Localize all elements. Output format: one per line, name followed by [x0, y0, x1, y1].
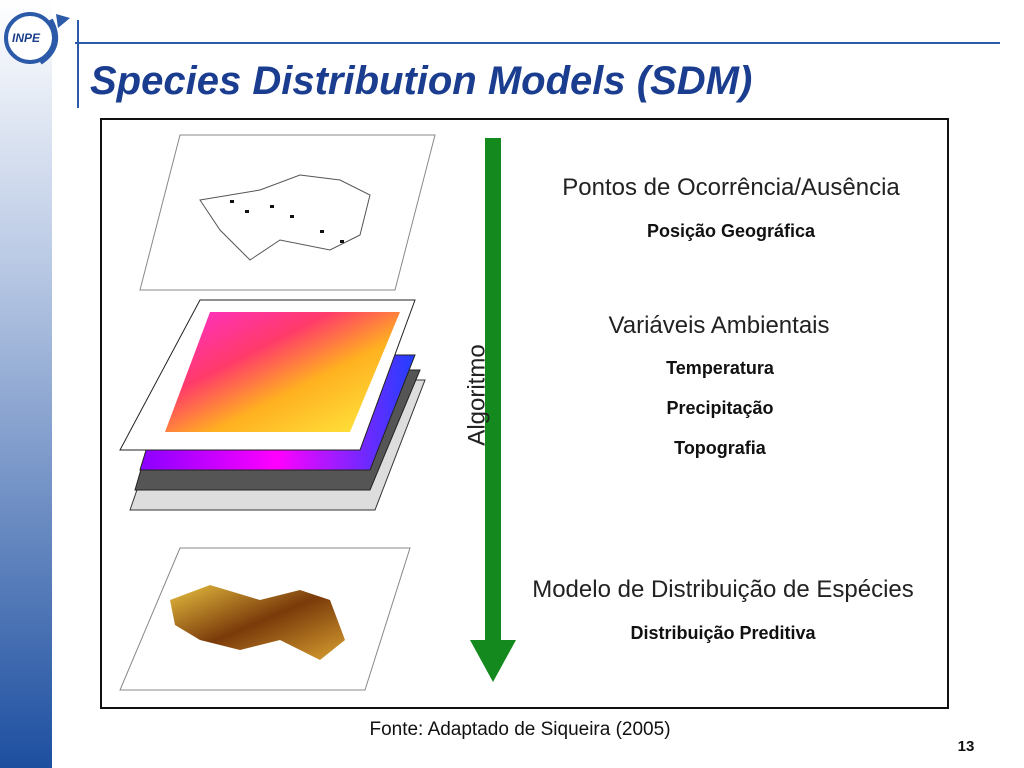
map-points [139, 134, 436, 291]
side-bar [0, 0, 52, 768]
map-prediction [119, 547, 411, 691]
section-item: Posição Geográfica [647, 221, 816, 241]
section-item: Precipitação [666, 398, 773, 418]
section-heading: Pontos de Ocorrência/Ausência [562, 174, 900, 201]
algorithm-arrow [470, 138, 516, 682]
section-heading: Modelo de Distribuição de Espécies [532, 576, 914, 603]
logo: INPE [4, 12, 70, 65]
page-number: 13 [958, 738, 975, 755]
map-layers [119, 299, 426, 511]
arrow-label: Algoritmo [463, 344, 490, 445]
section-item: Topografia [674, 438, 767, 458]
logo-text: INPE [12, 31, 41, 45]
section-item: Temperatura [666, 358, 775, 378]
section-item: Distribuição Preditiva [630, 623, 816, 643]
section-heading: Variáveis Ambientais [609, 312, 830, 339]
source-note: Fonte: Adaptado de Siqueira (2005) [369, 719, 670, 740]
slide-title: Species Distribution Models (SDM) [90, 59, 752, 103]
